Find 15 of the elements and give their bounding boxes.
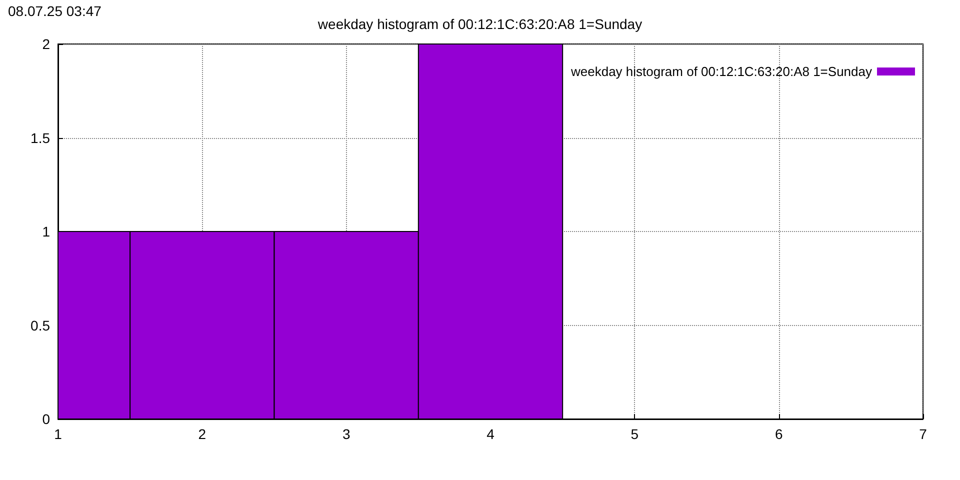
x-tick-label: 6 xyxy=(774,426,783,442)
chart-title: weekday histogram of 00:12:1C:63:20:A8 1=Sunday xyxy=(316,16,642,32)
y-tick-label: 0.5 xyxy=(30,317,50,334)
x-tick-label: 2 xyxy=(198,426,206,442)
y-tick-label: 0 xyxy=(42,411,50,427)
text: 08.07.25 03:47 xyxy=(8,3,102,19)
x-tick-label: 3 xyxy=(342,426,350,442)
y-tick-label: 1.5 xyxy=(30,130,50,146)
x-tick-label: 7 xyxy=(919,426,928,442)
y-tick-label: 2 xyxy=(42,36,50,52)
legend-label: weekday histogram of 00:12:1C:63:20:A8 1=Sunday xyxy=(570,64,872,79)
x-tick-label: 5 xyxy=(630,426,639,442)
y-tick-label: 1 xyxy=(42,224,50,240)
x-tick-label: 1 xyxy=(54,426,62,442)
x-tick-label: 4 xyxy=(486,426,495,442)
